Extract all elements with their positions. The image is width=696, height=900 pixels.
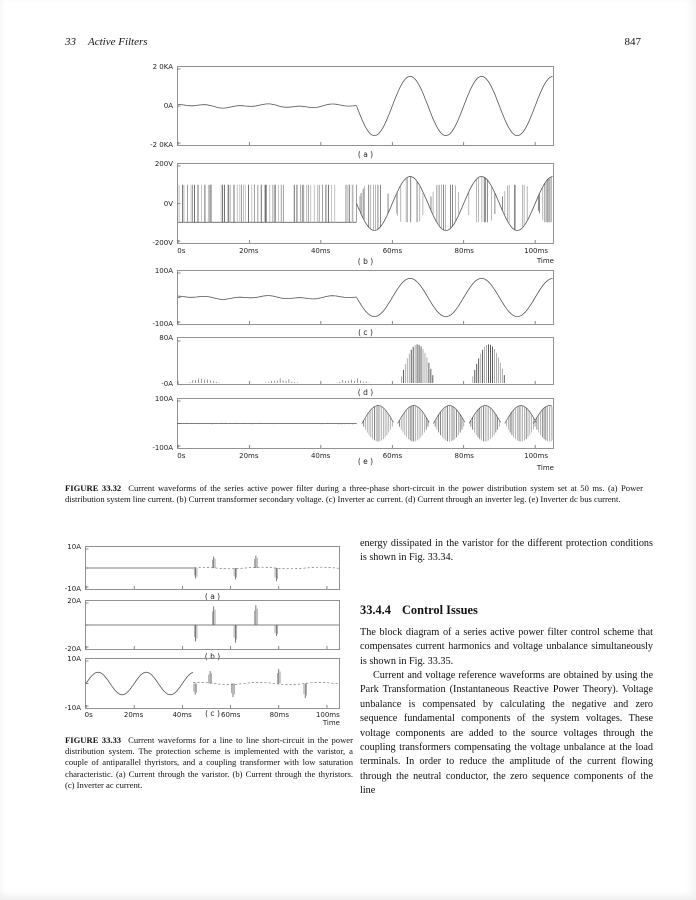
caption-text: Current waveforms for a line to line sho… — [65, 735, 353, 790]
fig3332-panel-e: 100A -100A — [152, 395, 554, 452]
panel-a-label-row: ( a ) — [85, 592, 340, 602]
fig3333-panel-a: 10A -10A — [65, 543, 340, 593]
y-axis-label: 200V — [154, 160, 173, 168]
y-axis-label: -2 0KA — [150, 141, 173, 149]
waveform-thyristor-current — [85, 600, 340, 650]
section-title: Control Issues — [401, 602, 478, 617]
panel-c-label-row: ( c ) — [85, 709, 340, 719]
page-number: 847 — [624, 36, 642, 48]
fig3332-x-axis-labels-2: 0s 20ms 40ms 60ms 80ms 100ms — [177, 452, 554, 461]
y-axis-label: 100A — [154, 267, 173, 275]
chapter-title: Active Filters — [88, 36, 148, 48]
panel-c-label-row: ( c ) — [177, 328, 554, 338]
x-tick-label: 40ms — [172, 711, 192, 719]
fig3333-panel-b: 20A -20A — [65, 597, 340, 653]
paragraph-continuation: energy dissipated in the varistor for th… — [360, 538, 653, 564]
x-tick-label: 100ms — [315, 711, 340, 719]
panel-label: ( e ) — [357, 457, 374, 466]
x-tick-label: 40ms — [310, 452, 331, 460]
paragraph: Current and voltage reference waveforms … — [360, 670, 653, 797]
x-tick-label: 60ms — [382, 452, 403, 460]
y-axis-label: 100A — [154, 395, 173, 403]
x-axis-title: Time — [536, 464, 554, 472]
time-label-row: Time — [85, 719, 340, 729]
panel-label: ( a ) — [357, 150, 374, 159]
x-tick-label: 0s — [84, 711, 93, 719]
section-heading: 33.4.4 Control Issues — [360, 603, 653, 617]
caption-label: FIGURE 33.32 — [65, 483, 122, 493]
panel-label: ( a ) — [204, 592, 221, 601]
waveform-varistor-current — [85, 546, 340, 590]
caption-label: FIGURE 33.33 — [65, 735, 122, 745]
x-tick-label: 100ms — [524, 452, 548, 460]
figure-33-32-caption: FIGURE 33.32 Current waveforms of the ser… — [65, 483, 643, 505]
y-axis-label: 0A — [163, 102, 173, 110]
x-tick-label: 80ms — [454, 452, 474, 460]
y-axis-label: -0A — [161, 380, 173, 388]
waveform-dc-bus-current — [177, 398, 554, 449]
panel-label: ( d ) — [357, 388, 374, 397]
panel-a-label-row: ( a ) — [177, 150, 554, 160]
x-tick-label: 60ms — [221, 711, 241, 719]
y-axis-label: -100A — [152, 444, 173, 452]
x-tick-label: 80ms — [454, 247, 474, 255]
paragraph: The block diagram of a series active pow… — [360, 626, 653, 667]
waveform-inverter-leg-current — [177, 337, 554, 385]
right-column: energy dissipated in the varistor for th… — [360, 537, 653, 799]
panel-label: ( b ) — [357, 257, 374, 266]
panel-label: ( c ) — [358, 328, 373, 337]
fig3332-panel-b: 200V 0V -200V — [152, 160, 554, 247]
x-tick-label: 80ms — [269, 711, 289, 719]
chapter-number: 33 — [65, 36, 76, 48]
x-tick-label: 40ms — [310, 247, 331, 255]
waveform-inverter-ac-current-2 — [85, 658, 340, 709]
caption-text: Current waveforms of the series active p… — [65, 483, 643, 505]
x-tick-label: 100ms — [524, 247, 548, 255]
y-axis-label: -10A — [64, 704, 81, 712]
y-axis-label: -200V — [152, 239, 173, 247]
y-axis-label: -10A — [64, 585, 81, 593]
y-axis-label: 80A — [159, 334, 173, 342]
x-tick-label: 20ms — [239, 247, 259, 255]
panel-b-label-row: ( b ) Time — [177, 257, 554, 267]
panel-label: ( c ) — [205, 709, 220, 718]
fig3333-x-axis-labels: 0s 20ms 40ms 60ms 80ms 100ms — [85, 711, 340, 720]
figure-33-33-caption: FIGURE 33.33 Current waveforms for a line… — [65, 735, 353, 791]
x-tick-label: 0s — [177, 247, 186, 255]
section-number: 33.4.4 — [360, 602, 391, 617]
page-header: 33 Active Filters 847 — [65, 36, 641, 48]
y-axis-label: 10A — [67, 655, 81, 663]
y-axis-label: -100A — [152, 320, 173, 328]
y-axis-label: -20A — [64, 645, 81, 653]
x-tick-label: 60ms — [382, 247, 403, 255]
panel-label: ( b ) — [204, 652, 221, 661]
panel-d-label-row: ( d ) — [177, 388, 554, 398]
waveform-inverter-ac-current — [177, 270, 554, 325]
y-axis-label: 20A — [67, 597, 81, 605]
waveform-transformer-voltage — [177, 163, 554, 244]
running-head: 33 Active Filters — [65, 36, 148, 48]
fig3332-x-axis-labels: 0s 20ms 40ms 60ms 80ms 100ms — [177, 247, 554, 256]
fig3332-panel-a: 2 0KA 0A -2 0KA — [150, 63, 554, 149]
panel-e-label-row: ( e ) — [177, 457, 554, 467]
fig3333-panel-c: 10A -10A — [65, 655, 340, 712]
x-tick-label: 0s — [177, 452, 186, 460]
time-label-row: Time — [177, 464, 554, 474]
y-axis-label: 2 0KA — [152, 63, 173, 71]
fig3332-panel-c: 100A -100A — [152, 267, 554, 328]
y-axis-label: 10A — [67, 543, 81, 551]
waveform-line-current — [177, 66, 554, 146]
x-axis-title: Time — [536, 257, 554, 265]
fig3332-panel-d: 80A -0A — [159, 334, 554, 388]
panel-b-label-row: ( b ) — [85, 652, 340, 662]
x-axis-title: Time — [322, 719, 340, 727]
x-tick-label: 20ms — [123, 711, 144, 719]
x-tick-label: 20ms — [239, 452, 259, 460]
y-axis-label: 0V — [163, 199, 173, 208]
